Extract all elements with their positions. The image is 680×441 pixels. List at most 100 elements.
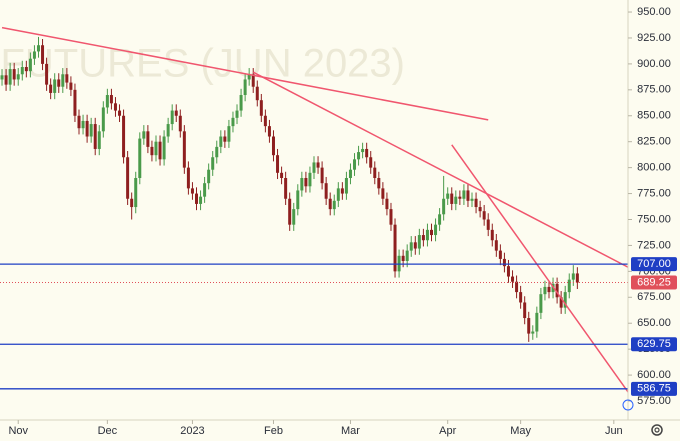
x-tick-label: Jun (605, 425, 623, 437)
candle-body (122, 115, 126, 158)
candle-body (36, 45, 40, 52)
level-label: 629.75 (637, 338, 671, 350)
candle-body (429, 229, 433, 236)
candle-body (223, 136, 227, 142)
y-tick-label: 725.00 (637, 239, 671, 251)
candle-body (280, 172, 284, 178)
y-tick-label: 575.00 (637, 395, 671, 407)
candle-body (93, 124, 97, 149)
candle-body (24, 67, 28, 72)
candle-body (365, 148, 369, 158)
candle-body (150, 146, 154, 156)
candle-body (320, 167, 324, 184)
candle-body (263, 115, 267, 127)
candle-body (515, 281, 519, 293)
candle-body (446, 193, 450, 199)
candle-body (284, 177, 288, 199)
candle-body (567, 279, 571, 293)
candle-body (271, 136, 275, 156)
x-tick-label: Mar (341, 425, 360, 437)
candle-body (490, 229, 494, 241)
trend-line (451, 144, 628, 394)
candle-body (134, 177, 138, 208)
candle-body (255, 86, 259, 101)
candle-body (28, 58, 32, 72)
candle-body (369, 157, 373, 168)
candle-body (219, 136, 223, 147)
candle-body (251, 74, 255, 87)
candle-body (324, 183, 328, 199)
candle-body (32, 51, 36, 59)
candle-body (49, 84, 53, 93)
candle-body (203, 183, 207, 197)
candle-body (267, 126, 271, 137)
candle-body (109, 95, 113, 104)
price-labels: 707.00 629.75 586.75 689.25 (631, 257, 677, 396)
candle-body (527, 318, 531, 334)
candle-body (199, 196, 203, 204)
settings-button[interactable] (651, 424, 663, 436)
candle-body (462, 190, 466, 199)
candle-body (393, 224, 397, 272)
candle-body (146, 131, 150, 147)
y-tick-label: 850.00 (637, 110, 671, 122)
candle-body (178, 115, 182, 132)
candle-body (162, 136, 166, 160)
candle-body (361, 148, 365, 153)
candle-body (276, 155, 280, 173)
x-tick-label: Nov (8, 425, 28, 437)
x-tick-label: Apr (439, 425, 456, 437)
candle-body (61, 74, 65, 87)
candle-body (466, 190, 470, 201)
candle-body (559, 297, 563, 308)
y-tick-label: 925.00 (637, 32, 671, 44)
level-label: 586.75 (637, 383, 671, 395)
y-tick-label: 825.00 (637, 136, 671, 148)
candle-body (296, 190, 300, 210)
candle-body (292, 209, 296, 225)
candle-body (77, 115, 81, 129)
candle-body (126, 157, 130, 199)
candle-body (506, 266, 510, 277)
candle-body (385, 198, 389, 210)
candle-body (154, 141, 158, 156)
candle-body (85, 120, 89, 137)
candle-body (81, 120, 85, 129)
candle-body (511, 276, 515, 282)
candle-body (563, 292, 567, 308)
last-price-label: 689.25 (637, 276, 671, 288)
candle-body (502, 258, 506, 267)
candle-body (519, 292, 523, 303)
candle-body (158, 141, 162, 160)
candle-body (442, 198, 446, 215)
candle-body (16, 74, 20, 80)
trend-line (1, 26, 489, 121)
candle-body (555, 283, 559, 298)
candle-body (207, 169, 211, 184)
candle-body (195, 193, 199, 204)
y-tick-label: 900.00 (637, 58, 671, 70)
candle-body (118, 110, 122, 116)
candle-body (130, 198, 134, 208)
candle-body (575, 273, 579, 283)
candle-body (539, 294, 543, 313)
candle-body (434, 224, 438, 236)
candle-body (535, 312, 539, 332)
candle-body (454, 196, 458, 204)
candle-body (65, 74, 69, 83)
plot-area: FUTURES (JUN 2023) (0, 26, 628, 394)
candle-body (486, 219, 490, 230)
level-label-box (631, 381, 677, 396)
x-tick-label: 2023 (180, 425, 204, 437)
candle-body (458, 196, 462, 199)
candle-body (450, 193, 454, 204)
y-tick-label: 750.00 (637, 213, 671, 225)
candle-body (288, 198, 292, 225)
candle-body (381, 188, 385, 199)
candle-body (186, 167, 190, 189)
candle-body (409, 242, 413, 251)
